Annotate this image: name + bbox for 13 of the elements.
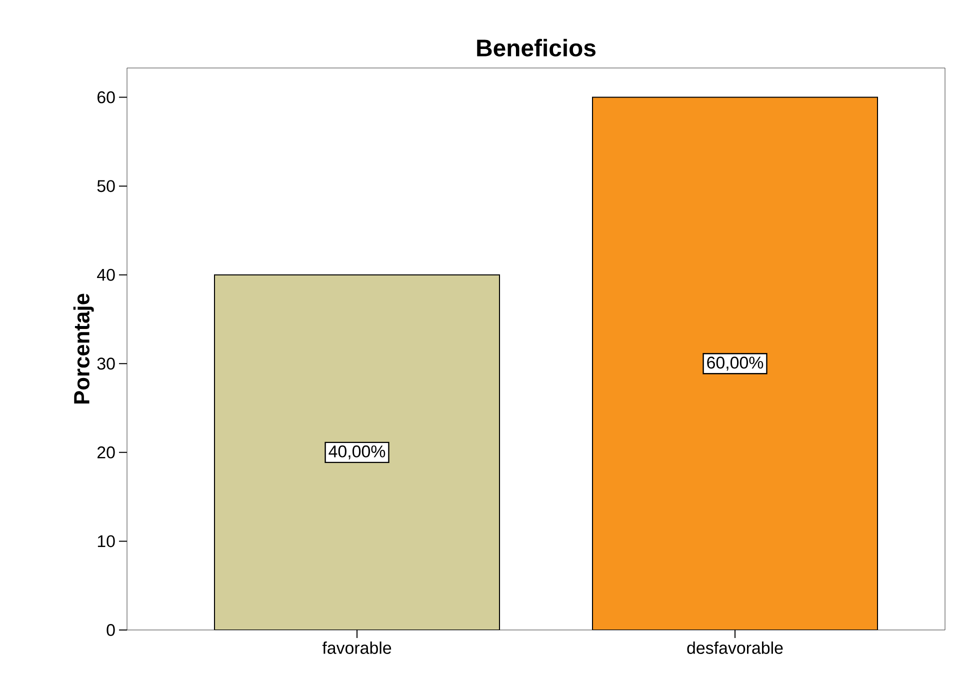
y-tick-label: 0 bbox=[106, 624, 115, 636]
x-tick-label: desfavorable bbox=[687, 642, 783, 654]
y-tick-label: 60 bbox=[98, 91, 115, 104]
y-tick-label: 20 bbox=[98, 446, 115, 458]
data-label: 60,00% bbox=[707, 356, 764, 371]
chart-title: Beneficios bbox=[477, 38, 596, 56]
y-tick-label: 40 bbox=[97, 268, 115, 281]
y-axis-title: Porcentaje bbox=[73, 294, 94, 404]
y-tick-label: 50 bbox=[97, 180, 115, 192]
data-label: 40,00% bbox=[328, 445, 386, 460]
x-tick-label: favorable bbox=[322, 642, 392, 654]
y-tick-label: 30 bbox=[97, 358, 115, 370]
y-tick-label: 10 bbox=[98, 535, 115, 548]
